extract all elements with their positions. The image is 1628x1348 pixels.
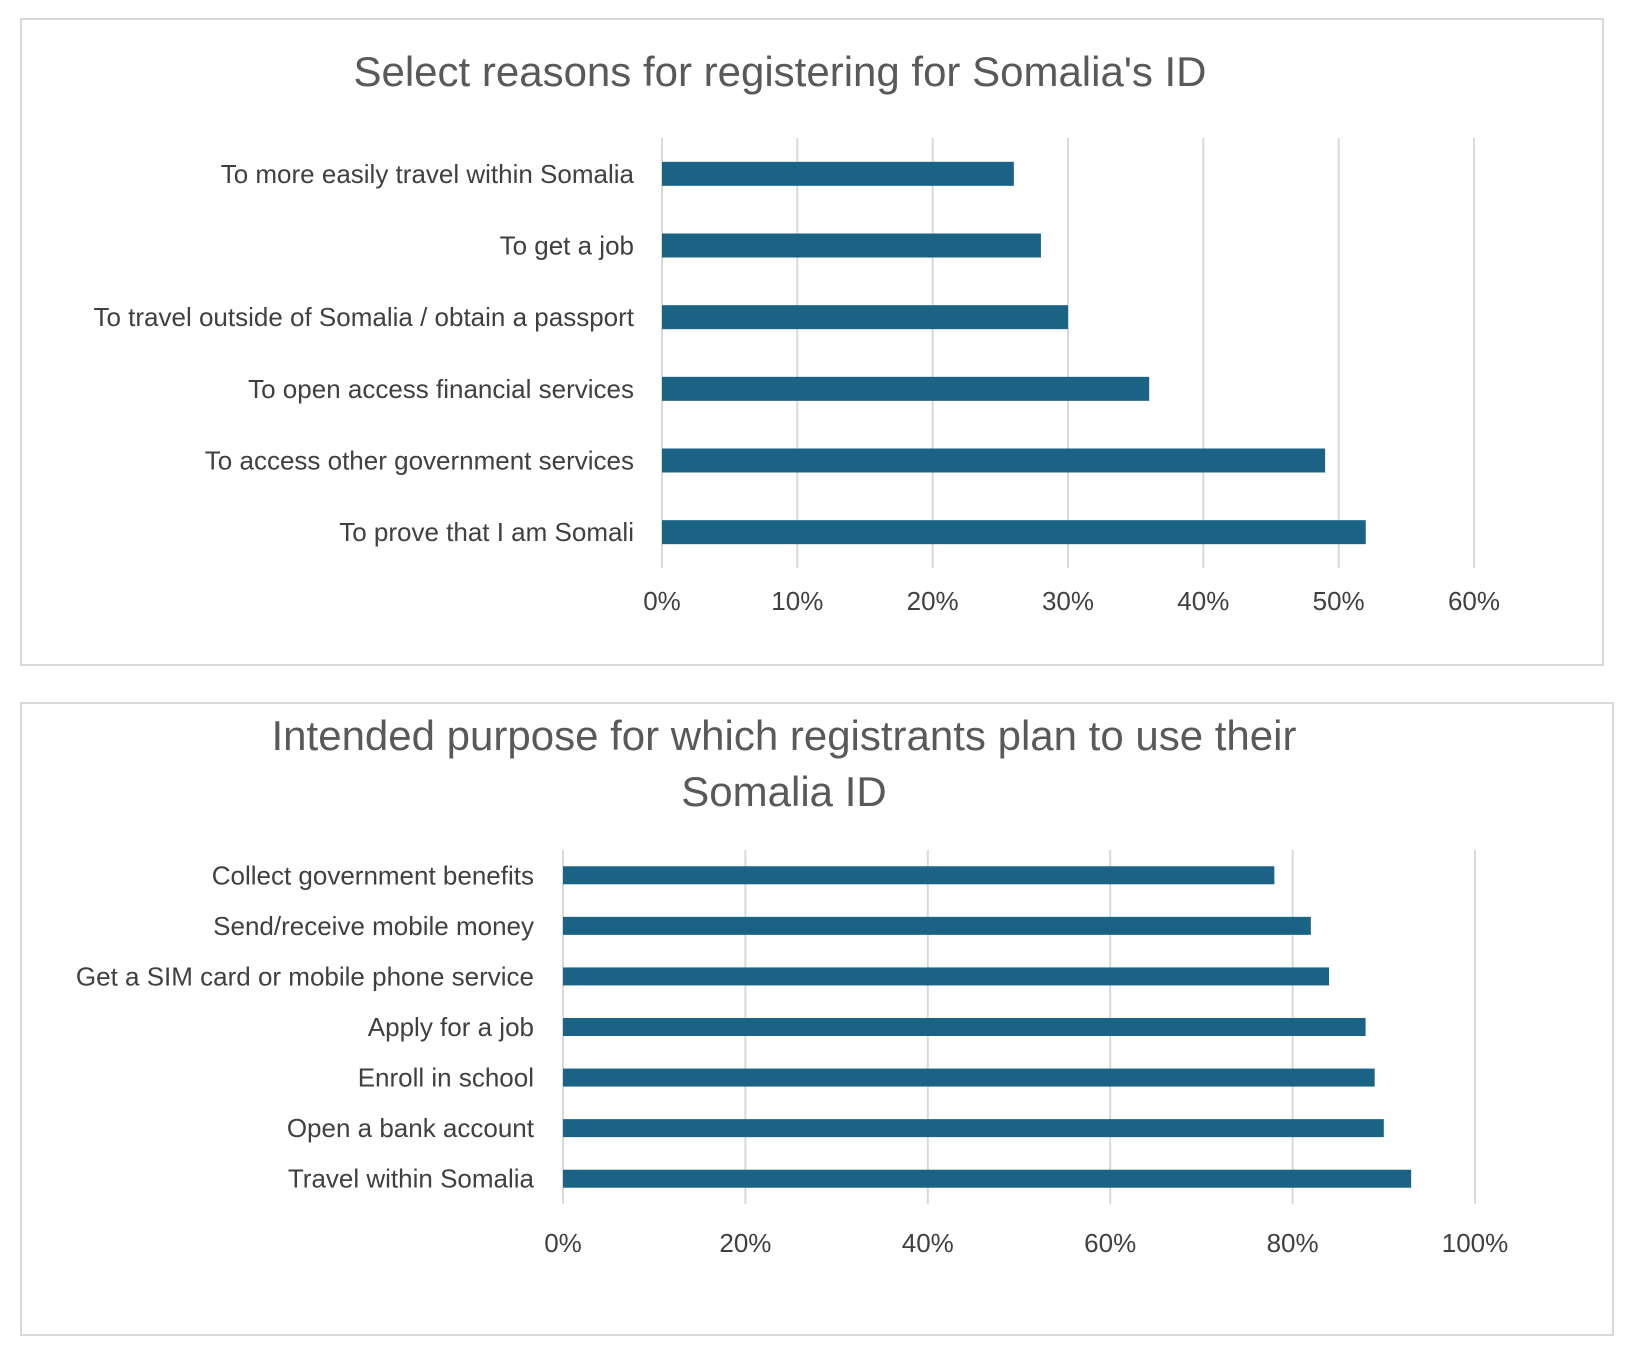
chart2-bar <box>563 1068 1375 1087</box>
chart2-category-label: Apply for a job <box>368 1012 534 1042</box>
chart2-category-label: Get a SIM card or mobile phone service <box>76 961 534 991</box>
chart1-bar <box>662 520 1366 545</box>
chart1-x-tick-label: 50% <box>1313 586 1365 616</box>
chart1-bar <box>662 305 1068 330</box>
chart-panel-registration-reasons: Select reasons for registering for Somal… <box>20 18 1604 666</box>
chart1-category-label: To get a job <box>500 231 634 261</box>
chart1-x-tick-label: 0% <box>643 586 681 616</box>
chart1-bar <box>662 161 1014 186</box>
chart2-x-tick-label: 80% <box>1267 1228 1319 1258</box>
chart2-category-label: Send/receive mobile money <box>213 911 534 941</box>
chart-title-line-1: Intended purpose for which registrants p… <box>272 712 1297 759</box>
chart2-bar <box>563 967 1330 986</box>
chart2-x-tick-label: 60% <box>1084 1228 1136 1258</box>
chart2-x-tick-label: 40% <box>902 1228 954 1258</box>
chart2-x-tick-label: 0% <box>544 1228 582 1258</box>
chart-title-line-2: Somalia ID <box>681 768 886 815</box>
chart2-bar <box>563 1018 1366 1036</box>
chart-title: Select reasons for registering for Somal… <box>353 48 1206 95</box>
chart-svg-registration-reasons: Select reasons for registering for Somal… <box>93 48 1500 616</box>
chart1-category-label: To prove that I am Somali <box>339 517 634 547</box>
chart2-bar <box>563 1169 1412 1188</box>
chart1-bar <box>662 448 1326 473</box>
chart1-x-tick-label: 30% <box>1042 586 1094 616</box>
chart2-bar <box>563 866 1275 885</box>
chart1-bar <box>662 376 1150 401</box>
chart1-category-label: To more easily travel within Somalia <box>221 159 635 189</box>
chart1-bar <box>662 233 1041 258</box>
chart2-x-tick-label: 100% <box>1442 1228 1509 1258</box>
chart-panel-intended-purpose: Intended purpose for which registrants p… <box>20 702 1614 1336</box>
chart2-category-label: Collect government benefits <box>212 860 534 890</box>
chart1-x-tick-label: 10% <box>771 586 823 616</box>
chart2-bar <box>563 1119 1384 1138</box>
chart2-x-tick-label: 20% <box>719 1228 771 1258</box>
chart2-category-label: Open a bank account <box>287 1113 535 1143</box>
chart1-category-label: To open access financial services <box>248 374 634 404</box>
chart2-category-label: Travel within Somalia <box>288 1164 535 1194</box>
chart1-x-tick-label: 60% <box>1448 586 1500 616</box>
chart1-x-tick-label: 40% <box>1177 586 1229 616</box>
chart1-category-label: To access other government services <box>205 446 634 476</box>
chart2-bar <box>563 916 1311 935</box>
chart1-x-tick-label: 20% <box>907 586 959 616</box>
chart-svg-intended-purpose: Intended purpose for which registrants p… <box>76 712 1509 1258</box>
chart2-category-label: Enroll in school <box>358 1063 534 1093</box>
chart1-category-label: To travel outside of Somalia / obtain a … <box>93 302 634 332</box>
